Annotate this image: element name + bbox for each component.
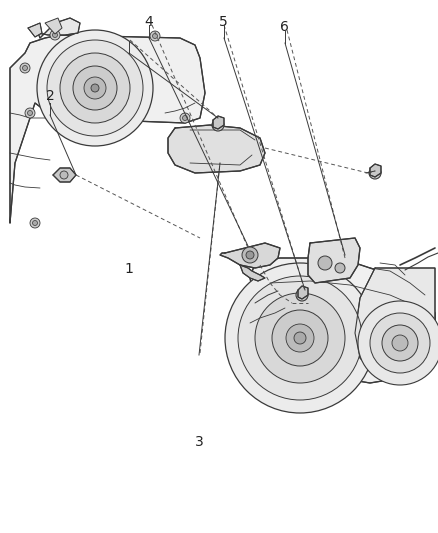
Circle shape (50, 30, 60, 40)
Text: 5: 5 (219, 15, 228, 29)
Circle shape (255, 293, 345, 383)
Circle shape (20, 63, 30, 73)
Circle shape (53, 33, 57, 37)
Circle shape (238, 276, 362, 400)
Circle shape (246, 251, 254, 259)
Circle shape (369, 167, 381, 179)
Circle shape (60, 171, 68, 179)
Text: 2: 2 (46, 89, 55, 103)
Circle shape (296, 289, 308, 301)
Polygon shape (38, 18, 80, 38)
Polygon shape (370, 164, 381, 177)
Circle shape (28, 110, 32, 116)
Circle shape (318, 256, 332, 270)
Circle shape (294, 332, 306, 344)
Polygon shape (213, 116, 224, 129)
Text: 6: 6 (280, 20, 289, 34)
Circle shape (286, 324, 314, 352)
Polygon shape (45, 18, 62, 34)
Polygon shape (28, 23, 42, 37)
Circle shape (32, 221, 38, 225)
Circle shape (84, 77, 106, 99)
Circle shape (225, 263, 375, 413)
Circle shape (47, 40, 143, 136)
Circle shape (370, 313, 430, 373)
Polygon shape (240, 265, 265, 281)
Circle shape (392, 335, 408, 351)
Circle shape (183, 116, 187, 120)
Text: 4: 4 (145, 15, 153, 29)
Circle shape (242, 247, 258, 263)
Polygon shape (250, 258, 435, 383)
Polygon shape (308, 238, 360, 283)
Polygon shape (355, 268, 435, 381)
Circle shape (91, 84, 99, 92)
Text: 3: 3 (195, 435, 204, 449)
Circle shape (22, 66, 28, 70)
Polygon shape (168, 125, 265, 173)
Polygon shape (53, 168, 76, 182)
Circle shape (30, 218, 40, 228)
Circle shape (335, 263, 345, 273)
Circle shape (358, 301, 438, 385)
Circle shape (150, 31, 160, 41)
Circle shape (60, 53, 130, 123)
Circle shape (152, 34, 158, 38)
Text: 1: 1 (125, 262, 134, 276)
Circle shape (212, 119, 224, 131)
Circle shape (382, 325, 418, 361)
Circle shape (180, 113, 190, 123)
Polygon shape (220, 243, 280, 268)
Circle shape (73, 66, 117, 110)
Circle shape (37, 30, 153, 146)
Polygon shape (298, 286, 308, 299)
Circle shape (25, 108, 35, 118)
Circle shape (272, 310, 328, 366)
Text: 1: 1 (361, 337, 370, 351)
Polygon shape (10, 35, 205, 223)
